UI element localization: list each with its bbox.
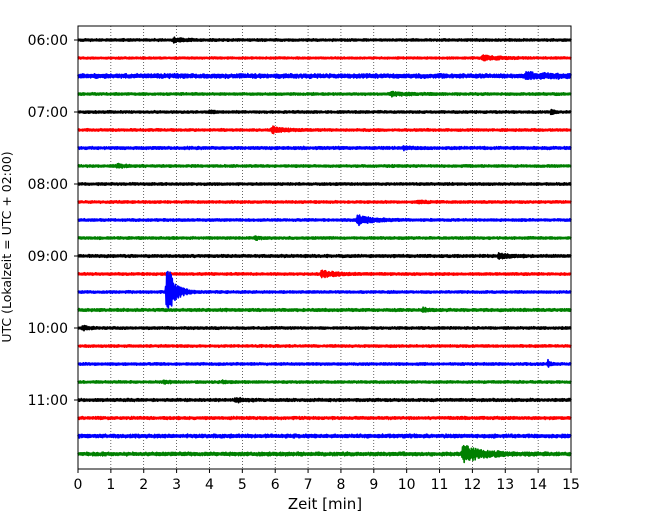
- trace-16: [77, 324, 572, 332]
- grid-lines: [110, 26, 539, 469]
- y-axis-label: UTC (Lokalzeit = UTC + 02:00): [0, 151, 14, 342]
- y-axis-ticks: 06:00 07:00 08:00 09:00 10:00 11:00: [28, 33, 78, 409]
- y-tick-label-2: 08:00: [28, 177, 68, 193]
- x-tick-label-6: 6: [271, 477, 280, 493]
- x-tick-label-3: 3: [172, 477, 181, 493]
- trace-9: [77, 199, 572, 205]
- trace-20: [77, 396, 572, 404]
- trace-0: [77, 36, 572, 44]
- y-tick-label-0: 06:00: [28, 33, 68, 49]
- trace-13: [77, 269, 572, 279]
- x-axis-label: Zeit [min]: [288, 495, 362, 513]
- x-tick-label-10: 10: [398, 477, 416, 493]
- trace-7: [77, 162, 572, 169]
- y-tick-label-1: 07:00: [28, 105, 68, 121]
- trace-17: [77, 343, 572, 349]
- x-tick-label-4: 4: [205, 477, 214, 493]
- trace-4: [77, 108, 572, 116]
- x-tick-label-15: 15: [562, 477, 580, 493]
- trace-5: [77, 125, 572, 135]
- trace-22: [77, 433, 572, 439]
- trace-10: [77, 214, 572, 227]
- y-tick-label-4: 10:00: [28, 321, 68, 337]
- x-tick-label-11: 11: [431, 477, 449, 493]
- x-tick-label-5: 5: [238, 477, 247, 493]
- x-axis-ticks: 0 1 2 3 4 5 6 7 8 9 10 11 12 13 14 15: [74, 469, 580, 493]
- x-tick-label-12: 12: [463, 477, 481, 493]
- seismic-traces: [77, 36, 572, 464]
- trace-21: [77, 415, 572, 421]
- trace-8: [77, 181, 572, 187]
- trace-15: [77, 306, 572, 313]
- y-tick-label-3: 09:00: [28, 249, 68, 265]
- trace-1: [77, 54, 572, 62]
- x-tick-label-1: 1: [106, 477, 115, 493]
- trace-23: [77, 444, 572, 464]
- y-tick-label-5: 11:00: [28, 393, 68, 409]
- x-tick-label-8: 8: [336, 477, 345, 493]
- trace-12: [77, 251, 572, 260]
- trace-19: [77, 379, 572, 385]
- trace-18: [77, 358, 572, 368]
- x-tick-label-9: 9: [369, 477, 378, 493]
- trace-6: [77, 145, 572, 152]
- x-tick-label-13: 13: [496, 477, 514, 493]
- x-tick-label-2: 2: [139, 477, 148, 493]
- trace-2: [77, 70, 572, 81]
- x-tick-label-0: 0: [74, 477, 83, 493]
- trace-11: [77, 235, 572, 242]
- x-tick-label-14: 14: [529, 477, 547, 493]
- trace-14: [77, 270, 572, 310]
- trace-3: [77, 90, 572, 98]
- x-tick-label-7: 7: [304, 477, 313, 493]
- plot-area: [77, 25, 572, 470]
